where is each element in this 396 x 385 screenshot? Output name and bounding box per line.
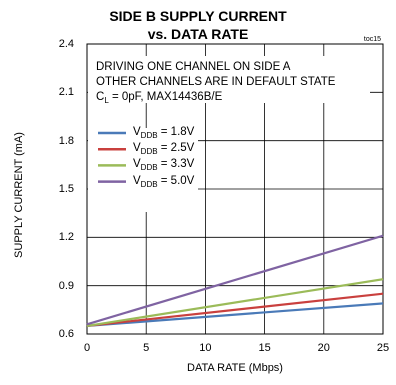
y-tick-label: 0.9 [58,279,74,292]
legend-backdrop [88,128,198,212]
y-tick-label: 0.6 [58,328,74,340]
legend-label-pre: V [133,126,141,138]
series-line-1 [86,302,384,327]
legend-label-sub: DDB [140,163,158,173]
y-tick-label: 2.1 [58,86,74,99]
y-axis-label: SUPPLY CURRENT (mA) [13,132,25,258]
x-tick-label: 0 [83,342,91,354]
legend-label-3: VDDB = 3.3V [133,157,194,172]
legend-label-post: = 1.8V [157,126,195,138]
chart-note-1: DRIVING ONE CHANNEL ON SIDE A [96,61,291,73]
legend-label-post: = 3.3V [157,158,195,171]
y-tick-label: 2.4 [58,38,74,50]
legend-label-1: VDDB = 1.8V [133,125,194,140]
legend-label-4: VDDB = 5.0V [133,174,194,189]
legend-label-pre: V [133,142,141,155]
series-line-3 [86,278,384,327]
note-3-sub: L [104,96,109,105]
series-line-2 [86,292,384,327]
legend-label-sub: DDB [140,179,158,189]
x-tick-label: 20 [317,342,330,354]
x-tick-label: 10 [199,342,212,354]
y-tick-label: 1.2 [58,231,74,244]
x-tick-label: 5 [143,342,150,354]
y-tick-label: 1.5 [58,183,74,195]
legend-label-post: = 5.0V [157,174,195,187]
x-tick-label: 25 [376,342,390,354]
legend-label-2: VDDB = 2.5V [133,141,194,156]
chart-title-line-2: vs. DATA RATE [147,26,249,42]
notes-backdrop [88,56,370,103]
chart-note-3: CL = 0pF, MAX14436B/E [96,90,222,105]
note-3-post: = 0pF, MAX14436B/E [108,91,223,103]
chart-note-2: OTHER CHANNELS ARE IN DEFAULT STATE [96,76,336,88]
figure-tag: toc15 [363,36,381,43]
legend-label-sub: DDB [140,131,158,140]
note-3-pre: C [96,91,105,103]
legend-label-pre: V [133,174,141,187]
legend-label-post: = 2.5V [157,142,195,155]
x-tick-label: 15 [258,342,271,354]
series-line-4 [86,234,384,326]
chart-title-line-1: SIDE B SUPPLY CURRENT [109,8,287,24]
x-axis-label: DATA RATE (Mbps) [187,362,283,374]
plot-frame [86,43,384,335]
y-tick-label: 1.8 [58,134,74,147]
legend-label-pre: V [133,158,141,171]
legend-label-sub: DDB [140,147,158,157]
